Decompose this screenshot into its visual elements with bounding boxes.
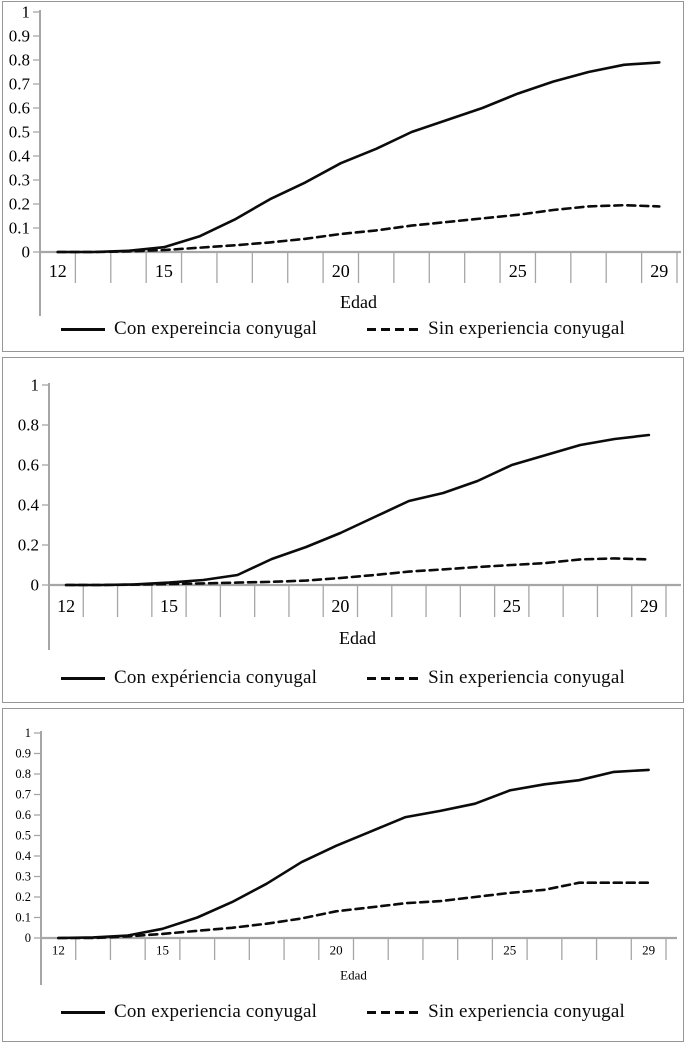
legend-3: Con experiencia conyugal Sin experiencia… <box>3 999 683 1025</box>
solid-line-swatch <box>60 1010 105 1014</box>
legend-item-sin: Sin experiencia conyugal <box>367 318 625 340</box>
y-tick-label: 0.3 <box>15 870 31 884</box>
y-tick-label: 0.1 <box>9 219 30 238</box>
legend-item-con: Con expereincia conyugal <box>60 318 318 340</box>
solid-line-swatch <box>60 327 105 331</box>
chart-panel-3: 0 0.1 0.2 0.3 0.4 0.5 0.6 0.7 0.8 0.9 1 12 15 20 25 29 E… <box>2 708 684 1042</box>
solid-series-line <box>57 768 650 940</box>
y-tick-label: 0 <box>31 576 40 595</box>
x-tick-label: 20 <box>331 596 349 616</box>
solid-series-line <box>56 61 661 254</box>
y-tick-label: 0.5 <box>15 829 31 843</box>
y-tick-label: 0 <box>22 243 31 262</box>
chart-panel-1: 0 0.1 0.2 0.3 0.4 0.5 0.6 0.7 0.8 0.9 1 12 15 20 25 29 E… <box>2 1 684 352</box>
y-tick-label: 0.6 <box>9 99 30 118</box>
y-tick-label: 0.8 <box>9 51 30 70</box>
legend-label: Con experiencia conyugal <box>113 1001 318 1022</box>
x-tick-label: 25 <box>509 261 527 281</box>
y-tick-label: 1 <box>25 726 31 740</box>
chart-panel-2: 0 0.2 0.4 0.6 0.8 1 12 15 20 25 29 Edad Con expérie… <box>2 357 684 703</box>
legend-item-con: Con expériencia conyugal <box>60 667 318 689</box>
chart-canvas-2: 0 0.2 0.4 0.6 0.8 1 12 15 20 25 29 Edad <box>18 376 681 650</box>
y-tick-label: 0 <box>25 931 31 945</box>
legend-item-sin: Sin experiencia conyugal <box>367 667 625 689</box>
chart-canvas-3: 0 0.1 0.2 0.3 0.4 0.5 0.6 0.7 0.8 0.9 1 12 15 20 25 29 E… <box>15 726 677 985</box>
chart-canvas-1: 0 0.1 0.2 0.3 0.4 0.5 0.6 0.7 0.8 0.9 1 12 15 20 25 29 E… <box>9 3 681 316</box>
y-tick-label: 0.2 <box>15 890 31 904</box>
y-tick-label: 0.8 <box>15 767 31 781</box>
y-tick-label: 0.4 <box>9 147 31 166</box>
legend-label: Sin experiencia conyugal <box>428 1001 625 1022</box>
x-tick-label: 29 <box>640 596 658 616</box>
legend-label: Con expereincia conyugal <box>113 318 318 339</box>
x-tick-label: 25 <box>503 596 521 616</box>
y-tick-label: 0.8 <box>18 416 39 435</box>
y-tick-label: 0.4 <box>18 496 40 515</box>
x-tick-label: 20 <box>332 261 350 281</box>
y-tick-label: 1 <box>31 376 40 395</box>
legend-2: Con expériencia conyugal Sin experiencia… <box>3 665 683 691</box>
x-tick-label: 12 <box>49 261 67 281</box>
y-tick-label: 0.7 <box>15 788 31 802</box>
x-tick-label: 15 <box>160 596 178 616</box>
dashed-series-line <box>56 203 661 254</box>
x-axis-title: Edad <box>340 968 367 983</box>
solid-line-swatch <box>60 676 105 680</box>
y-tick-label: 0.9 <box>9 27 30 46</box>
y-tick-label: 0.3 <box>9 171 30 190</box>
dashed-line-swatch <box>367 327 420 331</box>
x-tick-label: 25 <box>503 943 516 958</box>
x-tick-label: 12 <box>52 943 65 958</box>
legend-1: Con expereincia conyugal Sin experiencia… <box>3 316 683 342</box>
dashed-series-line <box>57 881 650 940</box>
legend-label: Con expériencia conyugal <box>113 667 318 688</box>
y-tick-label: 0.2 <box>9 195 30 214</box>
x-tick-label: 20 <box>330 943 343 958</box>
y-tick-label: 0.6 <box>18 456 39 475</box>
x-tick-label: 15 <box>155 261 173 281</box>
y-tick-label: 0.7 <box>9 75 31 94</box>
dashed-series-line <box>64 557 651 587</box>
legend-label: Sin experiencia conyugal <box>428 318 625 339</box>
y-tick-label: 1 <box>22 3 31 22</box>
x-tick-label: 29 <box>650 261 668 281</box>
x-axis-title: Edad <box>340 292 377 312</box>
x-tick-label: 29 <box>642 943 655 958</box>
x-axis-title: Edad <box>339 628 376 648</box>
dashed-line-swatch <box>367 676 420 680</box>
y-tick-label: 0.2 <box>18 536 39 555</box>
legend-label: Sin experiencia conyugal <box>428 667 625 688</box>
y-tick-label: 0.9 <box>15 747 31 761</box>
legend-item-sin: Sin experiencia conyugal <box>367 1001 625 1023</box>
y-tick-label: 0.1 <box>15 911 31 925</box>
y-tick-label: 0.6 <box>15 808 31 822</box>
x-tick-label: 12 <box>57 596 75 616</box>
legend-item-con: Con experiencia conyugal <box>60 1001 318 1023</box>
x-tick-label: 15 <box>156 943 169 958</box>
y-tick-label: 0.5 <box>9 123 30 142</box>
dashed-line-swatch <box>367 1010 420 1014</box>
y-tick-label: 0.4 <box>15 849 31 863</box>
